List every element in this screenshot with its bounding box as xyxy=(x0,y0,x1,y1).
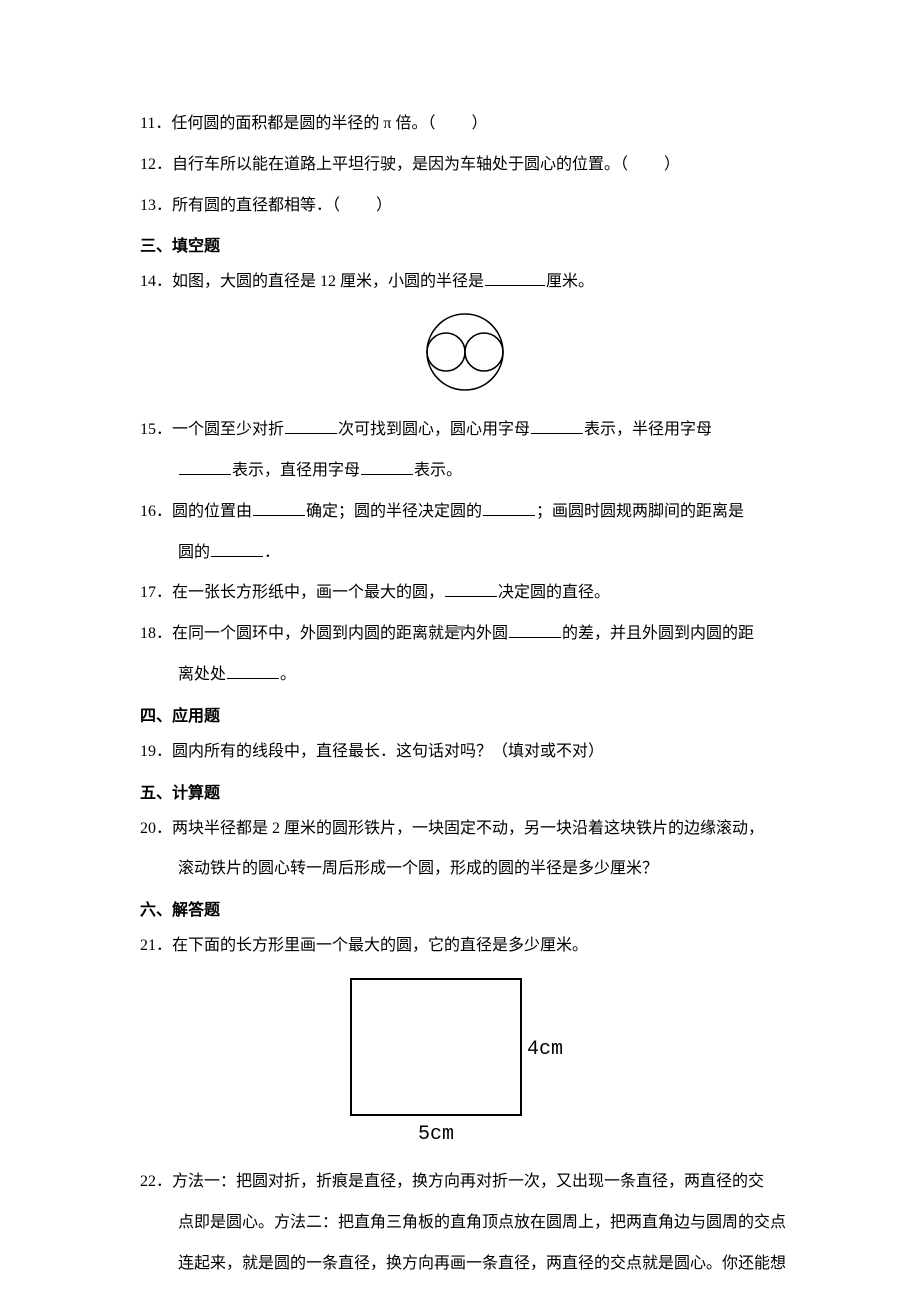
q18-b: 的差，并且外圆到内圆的距 xyxy=(562,625,754,642)
svg-text:5cm: 5cm xyxy=(418,1123,454,1143)
q15-num: 15 xyxy=(140,421,156,438)
q15-b: 次可找到圆心，圆心用字母 xyxy=(338,421,530,438)
q12-num: 12 xyxy=(140,156,156,173)
q22-line3: 连起来，就是圆的一条直径，换方向再画一条直径，两直径的交点就是圆心。你还能想 xyxy=(140,1250,790,1279)
q18-c: 离处处 xyxy=(178,666,226,683)
q13-num: 13 xyxy=(140,197,156,214)
q13-tail: ） xyxy=(376,197,392,214)
q13: 13．所有圆的直径都相等．（ ） xyxy=(140,192,790,221)
q17-blank xyxy=(445,581,497,597)
q17: 17．在一张长方形纸中，画一个最大的圆， 决定圆的直径。 xyxy=(140,579,790,608)
q11: 11．任何圆的面积都是圆的半径的 π 倍。（ ） xyxy=(140,110,790,139)
page-marker-icon xyxy=(455,626,465,630)
q18-blank1 xyxy=(509,622,561,638)
circles-figure xyxy=(405,309,525,395)
q18-line2: 离处处 。 xyxy=(140,661,790,690)
q19-num: 19 xyxy=(140,743,156,760)
q12: 12．自行车所以能在道路上平坦行驶，是因为车轴处于圆心的位置。（ ） xyxy=(140,151,790,180)
q18-num: 18 xyxy=(140,625,156,642)
q15-line2: 表示，直径用字母 表示。 xyxy=(140,457,790,486)
section-3-heading: 三、填空题 xyxy=(140,232,790,256)
section-5-heading: 五、计算题 xyxy=(140,779,790,803)
q15-blank1 xyxy=(285,418,337,434)
q21: 21．在下面的长方形里画一个最大的圆，它的直径是多少厘米。 xyxy=(140,932,790,961)
q15-a: ．一个圆至少对折 xyxy=(156,421,284,438)
q15-blank3 xyxy=(179,459,231,475)
q16-blank3 xyxy=(211,541,263,557)
q15-d: 表示，直径用字母 xyxy=(232,462,360,479)
q18-d: 。 xyxy=(280,666,296,683)
q19-text: ．圆内所有的线段中，直径最长．这句话对吗？（填对或不对） xyxy=(156,743,604,760)
q22-line1: 22．方法一：把圆对折，折痕是直径，换方向再对折一次，又出现一条直径，两直径的交 xyxy=(140,1168,790,1197)
q20-line2: 滚动铁片的圆心转一周后形成一个圆，形成的圆的半径是多少厘米？ xyxy=(140,855,790,884)
q22-b: 点即是圆心。方法二：把直角三角板的直角顶点放在圆周上，把两直角边与圆周的交点 xyxy=(178,1214,786,1231)
q16-num: 16 xyxy=(140,503,156,520)
q12-tail: ） xyxy=(664,156,680,173)
q22-c: 连起来，就是圆的一条直径，换方向再画一条直径，两直径的交点就是圆心。你还能想 xyxy=(178,1255,786,1272)
q15-blank4 xyxy=(361,459,413,475)
q14-b: 厘米。 xyxy=(546,273,594,290)
q14-blank xyxy=(485,270,545,286)
q19: 19．圆内所有的线段中，直径最长．这句话对吗？（填对或不对） xyxy=(140,738,790,767)
q16-c: ；画圆时圆规两脚间的距离是 xyxy=(536,503,744,520)
q22-line2: 点即是圆心。方法二：把直角三角板的直角顶点放在圆周上，把两直角边与圆周的交点 xyxy=(140,1209,790,1238)
q22-num: 22 xyxy=(140,1173,156,1190)
q18-blank2 xyxy=(227,663,279,679)
q11-tail: ） xyxy=(472,115,488,132)
q14: 14．如图，大圆的直径是 12 厘米，小圆的半径是 厘米。 xyxy=(140,268,790,297)
q16-line2: 圆的 ． xyxy=(140,539,790,568)
q16-line1: 16．圆的位置由 确定；圆的半径决定圆的 ；画圆时圆规两脚间的距离是 xyxy=(140,498,790,527)
q21-figure: 4cm 5cm xyxy=(140,973,790,1148)
q20-b: 滚动铁片的圆心转一周后形成一个圆，形成的圆的半径是多少厘米？ xyxy=(178,860,658,877)
q14-a: ．如图，大圆的直径是 12 厘米，小圆的半径是 xyxy=(156,273,484,290)
q15-c: 表示，半径用字母 xyxy=(584,421,712,438)
svg-text:4cm: 4cm xyxy=(527,1038,563,1061)
q20-line1: 20．两块半径都是 2 厘米的圆形铁片，一块固定不动，另一块沿着这块铁片的边缘滚… xyxy=(140,815,790,844)
q16-blank1 xyxy=(253,500,305,516)
q21-num: 21 xyxy=(140,937,156,954)
q15-e: 表示。 xyxy=(414,462,462,479)
q16-a: ．圆的位置由 xyxy=(156,503,252,520)
q16-e: ． xyxy=(264,544,280,561)
q13-text: ．所有圆的直径都相等．（ xyxy=(156,197,340,214)
q11-text: ．任何圆的面积都是圆的半径的 π 倍。（ xyxy=(155,115,435,132)
q22-a: ．方法一：把圆对折，折痕是直径，换方向再对折一次，又出现一条直径，两直径的交 xyxy=(156,1173,764,1190)
section-6-heading: 六、解答题 xyxy=(140,896,790,920)
q17-num: 17 xyxy=(140,584,156,601)
section-4-heading: 四、应用题 xyxy=(140,702,790,726)
q18-line1: 18．在同一个圆环中，外圆到内圆的距离就是内外圆的差，并且外圆到内圆的距 xyxy=(140,620,790,649)
q14-figure xyxy=(140,309,790,400)
q17-a: ．在一张长方形纸中，画一个最大的圆， xyxy=(156,584,444,601)
q20-a: ．两块半径都是 2 厘米的圆形铁片，一块固定不动，另一块沿着这块铁片的边缘滚动， xyxy=(156,820,764,837)
q11-num: 11 xyxy=(140,115,155,132)
q16-d: 圆的 xyxy=(178,544,210,561)
q14-num: 14 xyxy=(140,273,156,290)
q17-b: 决定圆的直径。 xyxy=(498,584,610,601)
q16-blank2 xyxy=(483,500,535,516)
rectangle-figure: 4cm 5cm xyxy=(345,973,585,1143)
q21-text: ．在下面的长方形里画一个最大的圆，它的直径是多少厘米。 xyxy=(156,937,588,954)
q20-num: 20 xyxy=(140,820,156,837)
q12-text: ．自行车所以能在道路上平坦行驶，是因为车轴处于圆心的位置。（ xyxy=(156,156,628,173)
q15-line1: 15．一个圆至少对折 次可找到圆心，圆心用字母 表示，半径用字母 xyxy=(140,416,790,445)
q16-b: 确定；圆的半径决定圆的 xyxy=(306,503,482,520)
q15-blank2 xyxy=(531,418,583,434)
